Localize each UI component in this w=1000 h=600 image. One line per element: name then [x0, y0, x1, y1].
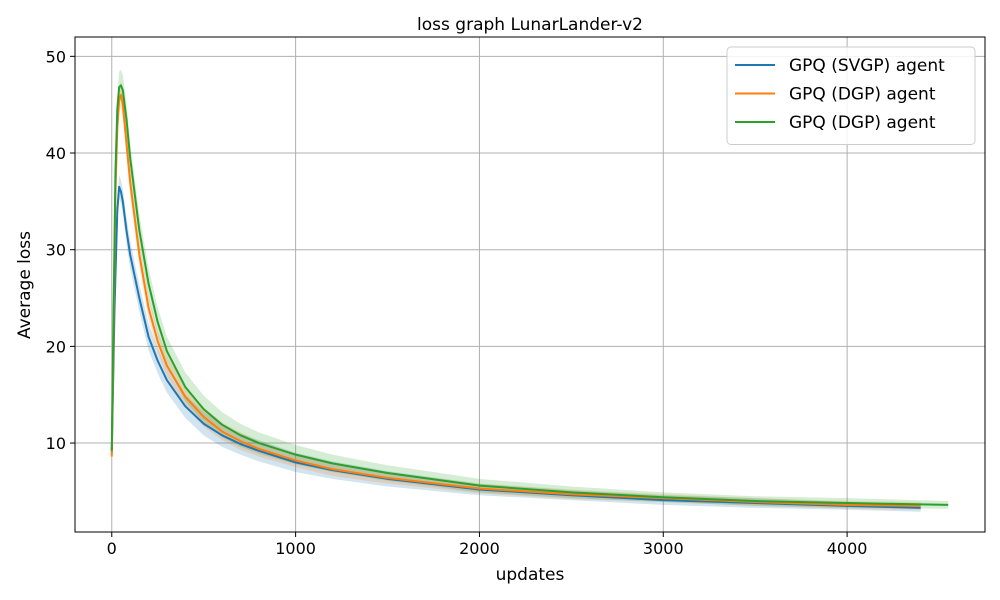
- plot-frame: [74, 36, 986, 533]
- series-1-confidence-band: [111, 81, 921, 510]
- legend-label-2: GPQ (DGP) agent: [789, 113, 936, 133]
- y-tick-label: 20: [46, 337, 66, 356]
- chart-title: loss graph LunarLander-v2: [417, 15, 643, 35]
- x-tick-label: 4000: [827, 539, 868, 558]
- y-axis-title: Average loss: [15, 231, 35, 339]
- x-tick-label: 3000: [643, 539, 684, 558]
- x-tick-label: 2000: [459, 539, 500, 558]
- x-tick-label: 0: [107, 539, 117, 558]
- x-tick-label: 1000: [275, 539, 316, 558]
- y-tick-label: 30: [46, 241, 66, 260]
- y-tick-label: 50: [46, 47, 66, 66]
- legend: GPQ (SVGP) agent GPQ (DGP) agent GPQ (DGP)…: [726, 46, 976, 145]
- y-tick-label: 10: [46, 434, 66, 453]
- legend-label-0: GPQ (SVGP) agent: [789, 56, 945, 76]
- legend-label-1: GPQ (DGP) agent: [789, 85, 936, 105]
- legend-box: [726, 46, 976, 145]
- series-0-confidence-band: [111, 175, 921, 512]
- series-1-line: [110, 94, 921, 507]
- x-axis-title: updates: [496, 565, 565, 585]
- y-tick-label: 40: [46, 144, 66, 163]
- series-0-line: [110, 185, 921, 509]
- series-2-line: [110, 84, 949, 506]
